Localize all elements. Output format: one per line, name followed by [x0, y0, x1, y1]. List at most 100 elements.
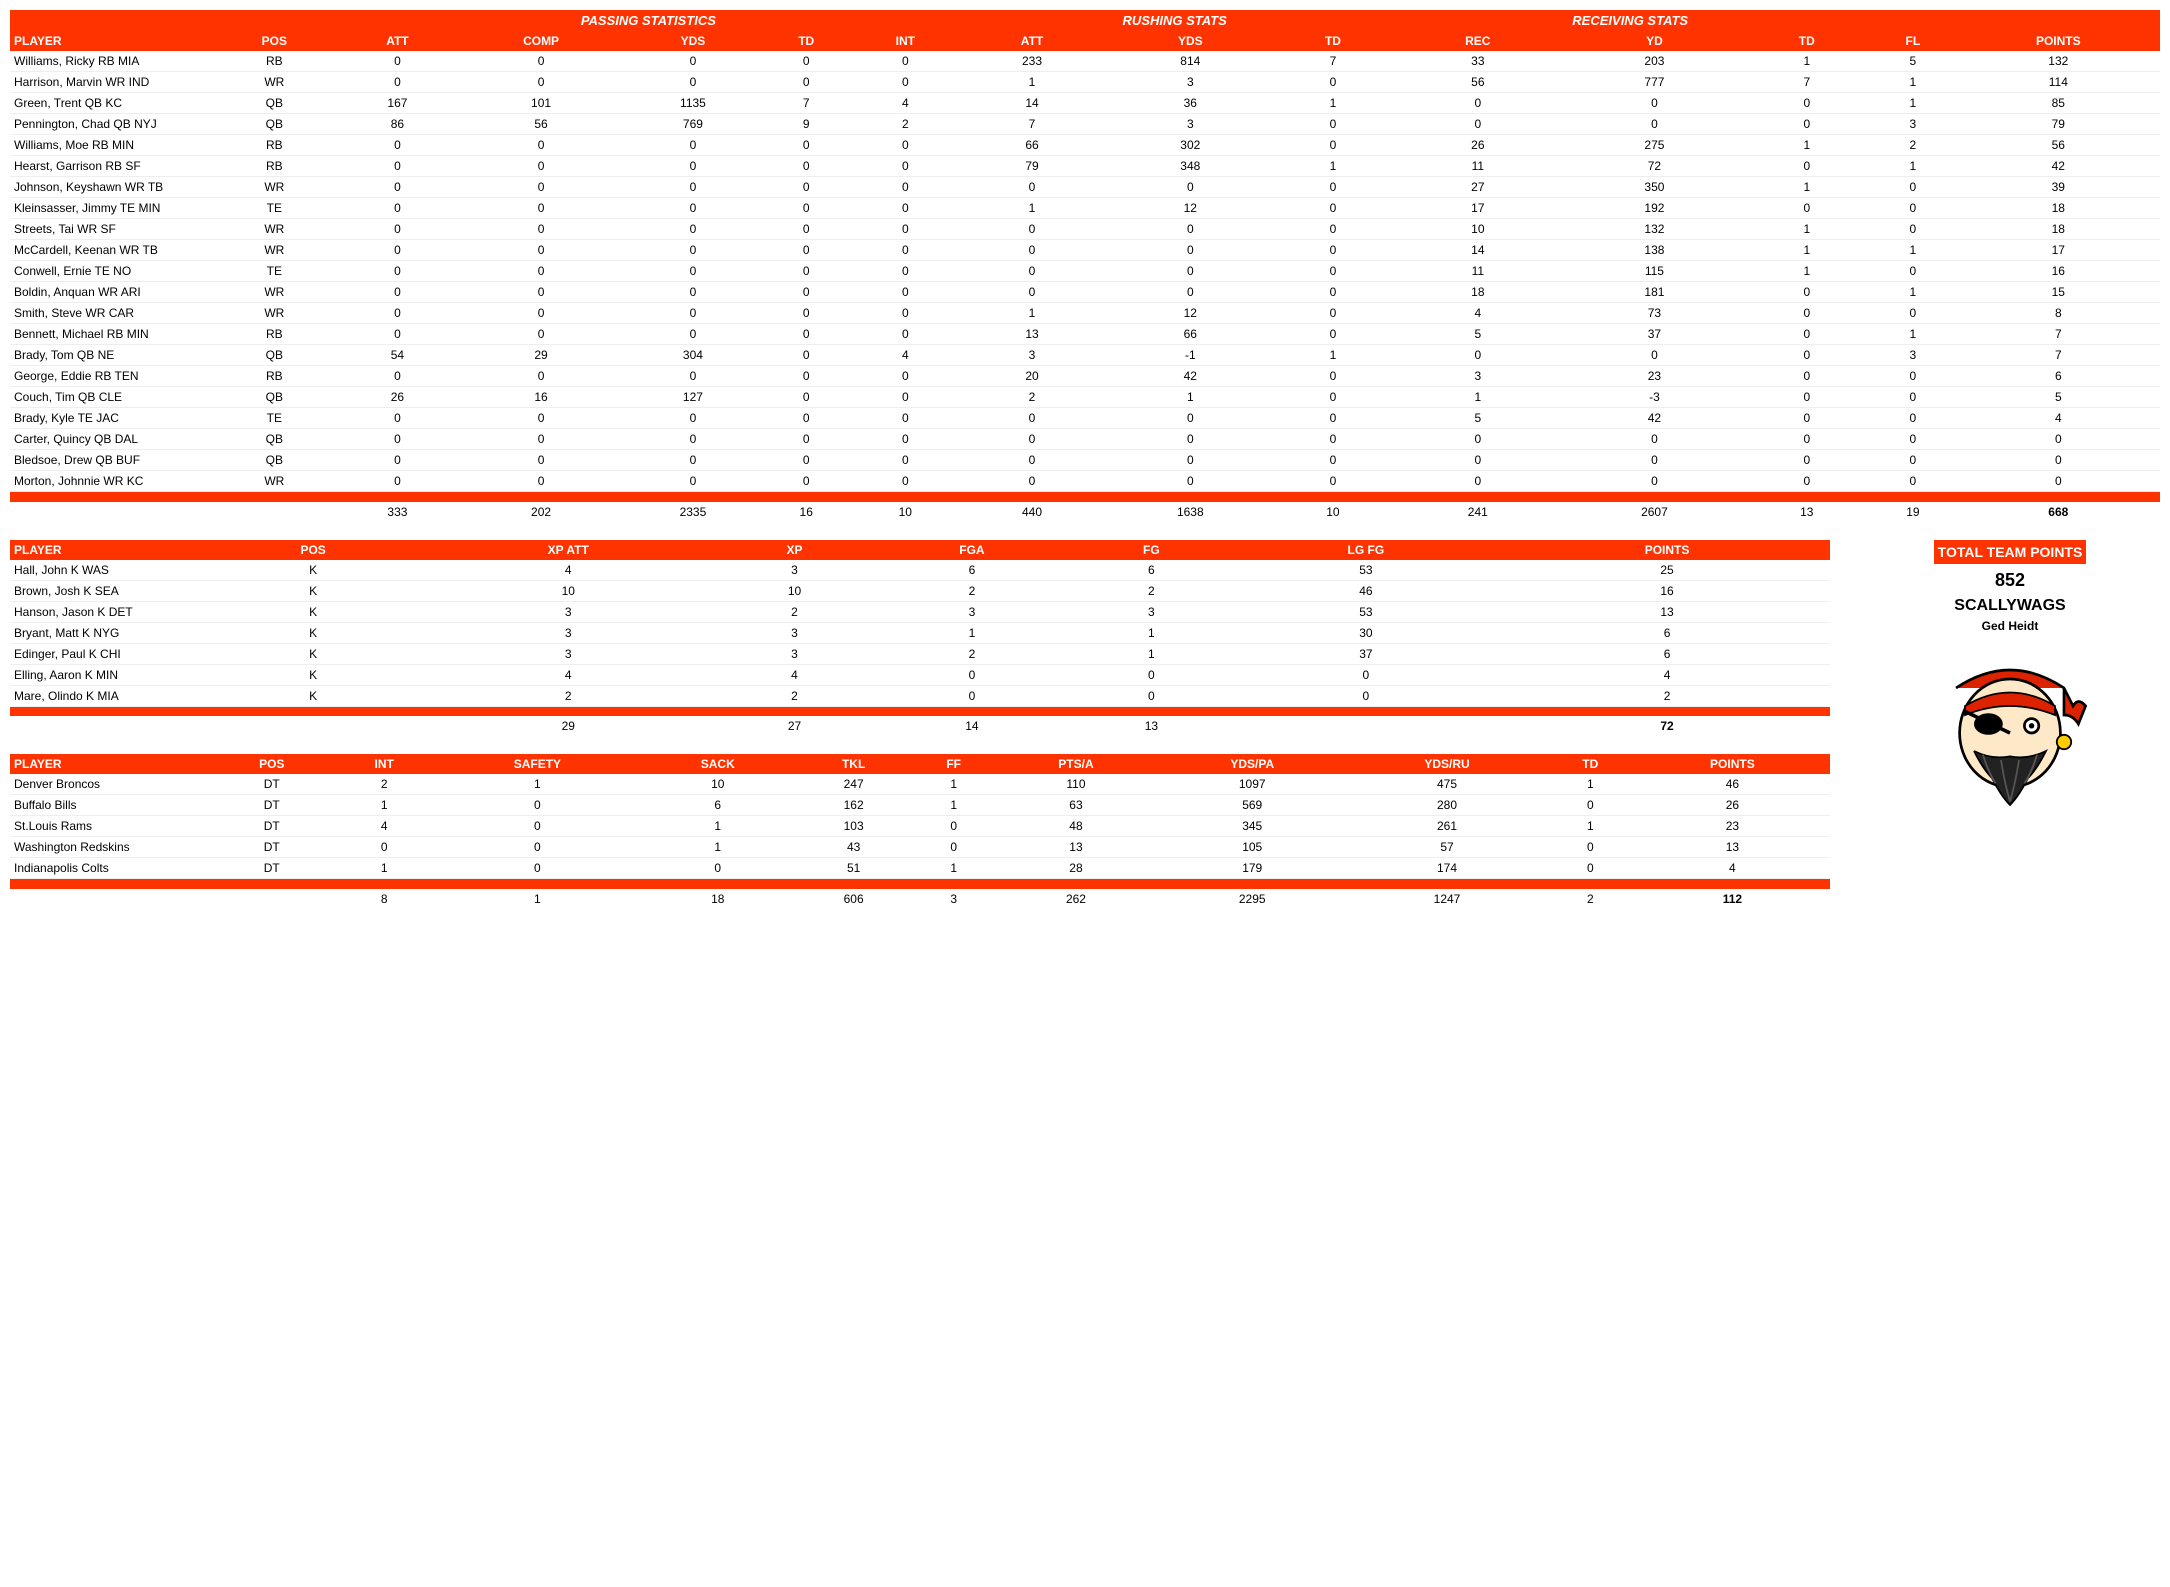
cell: Brady, Kyle TE JAC [10, 408, 210, 429]
ktot-xpa: 29 [416, 716, 720, 736]
table-row: Conwell, Ernie TE NOTE00000000111151016 [10, 261, 2160, 282]
cell: 0 [1869, 303, 1957, 324]
dtot-td: 2 [1546, 889, 1635, 909]
col-comp: COMP [456, 31, 626, 51]
cell: Bennett, Michael RB MIN [10, 324, 210, 345]
col-int: INT [853, 31, 959, 51]
cell: 0 [435, 795, 640, 816]
cell: 7 [1957, 345, 2160, 366]
cell: 0 [626, 135, 760, 156]
cell: 0 [626, 198, 760, 219]
cell: 66 [958, 135, 1106, 156]
cell: 0 [626, 51, 760, 72]
cell: 10 [720, 580, 869, 601]
cell: 5 [1869, 51, 1957, 72]
cell: 1 [1744, 177, 1869, 198]
tot-ry: 1638 [1106, 502, 1275, 522]
cell: QB [210, 114, 339, 135]
cell: K [210, 685, 416, 706]
cell: 0 [339, 177, 456, 198]
cell: 0 [339, 261, 456, 282]
offense-header-row: PLAYER POS ATT COMP YDS TD INT ATT YDS T… [10, 31, 2160, 51]
cell: RB [210, 51, 339, 72]
cell: 0 [1744, 198, 1869, 219]
cell: 3 [1391, 366, 1564, 387]
cell: 0 [1744, 387, 1869, 408]
cell: 2 [958, 387, 1106, 408]
cell: DT [210, 858, 334, 879]
cell: 0 [1744, 303, 1869, 324]
cell: 4 [720, 664, 869, 685]
passing-group-label: PASSING STATISTICS [339, 10, 958, 31]
cell: 6 [640, 795, 796, 816]
cell: 0 [339, 240, 456, 261]
cell: QB [210, 429, 339, 450]
cell: 0 [760, 450, 853, 471]
cell: 0 [1564, 471, 1744, 492]
cell: 174 [1348, 858, 1546, 879]
cell: Hanson, Jason K DET [10, 601, 210, 622]
cell: 0 [853, 366, 959, 387]
cell: 0 [339, 450, 456, 471]
cell: 0 [760, 198, 853, 219]
cell: 16 [1504, 580, 1830, 601]
cell: 4 [1504, 664, 1830, 685]
cell: 345 [1156, 816, 1348, 837]
cell: 63 [996, 795, 1157, 816]
cell: 12 [1106, 198, 1275, 219]
dcol-sack: SACK [640, 754, 796, 774]
cell: 7 [1744, 72, 1869, 93]
table-row: McCardell, Keenan WR TBWR000000001413811… [10, 240, 2160, 261]
cell: 0 [853, 219, 959, 240]
cell: 0 [339, 72, 456, 93]
cell: 0 [958, 429, 1106, 450]
cell: 110 [996, 774, 1157, 795]
team-summary-box: TOTAL TEAM POINTS 852 SCALLYWAGS Ged Hei… [1934, 540, 2087, 633]
cell: RB [210, 156, 339, 177]
cell: 0 [958, 177, 1106, 198]
col-fl: FL [1869, 31, 1957, 51]
cell: 2 [334, 774, 435, 795]
cell: 13 [958, 324, 1106, 345]
cell: 0 [1744, 450, 1869, 471]
cell: 1 [1869, 156, 1957, 177]
table-row: Brady, Kyle TE JACTE00000000542004 [10, 408, 2160, 429]
cell: 1 [1744, 51, 1869, 72]
cell: 16 [456, 387, 626, 408]
cell: 0 [626, 156, 760, 177]
cell: 3 [869, 601, 1075, 622]
cell: 13 [996, 837, 1157, 858]
cell: 0 [760, 366, 853, 387]
cell: 1097 [1156, 774, 1348, 795]
cell: 0 [435, 858, 640, 879]
cell: 0 [760, 135, 853, 156]
cell: WR [210, 219, 339, 240]
cell: 0 [1275, 114, 1392, 135]
cell: 0 [339, 366, 456, 387]
cell: Streets, Tai WR SF [10, 219, 210, 240]
team-name: SCALLYWAGS [1934, 597, 2087, 615]
cell: 0 [1106, 177, 1275, 198]
cell: 138 [1564, 240, 1744, 261]
cell: Elling, Aaron K MIN [10, 664, 210, 685]
cell: 0 [435, 816, 640, 837]
cell: 0 [626, 450, 760, 471]
cell: 1 [334, 858, 435, 879]
cell: Green, Trent QB KC [10, 93, 210, 114]
cell: 1 [1744, 240, 1869, 261]
cell: 0 [1869, 471, 1957, 492]
dtot-int: 8 [334, 889, 435, 909]
offense-group-header: PASSING STATISTICS RUSHING STATS RECEIVI… [10, 10, 2160, 31]
dcol-td: TD [1546, 754, 1635, 774]
cell: 0 [339, 303, 456, 324]
cell: 5 [1391, 324, 1564, 345]
cell: 56 [1957, 135, 2160, 156]
cell: 4 [1957, 408, 2160, 429]
cell: TE [210, 261, 339, 282]
cell: 0 [958, 261, 1106, 282]
cell: 2 [869, 580, 1075, 601]
cell: 814 [1106, 51, 1275, 72]
cell: 6 [1075, 560, 1228, 581]
tot-pts: 668 [1957, 502, 2160, 522]
cell: 0 [1275, 408, 1392, 429]
